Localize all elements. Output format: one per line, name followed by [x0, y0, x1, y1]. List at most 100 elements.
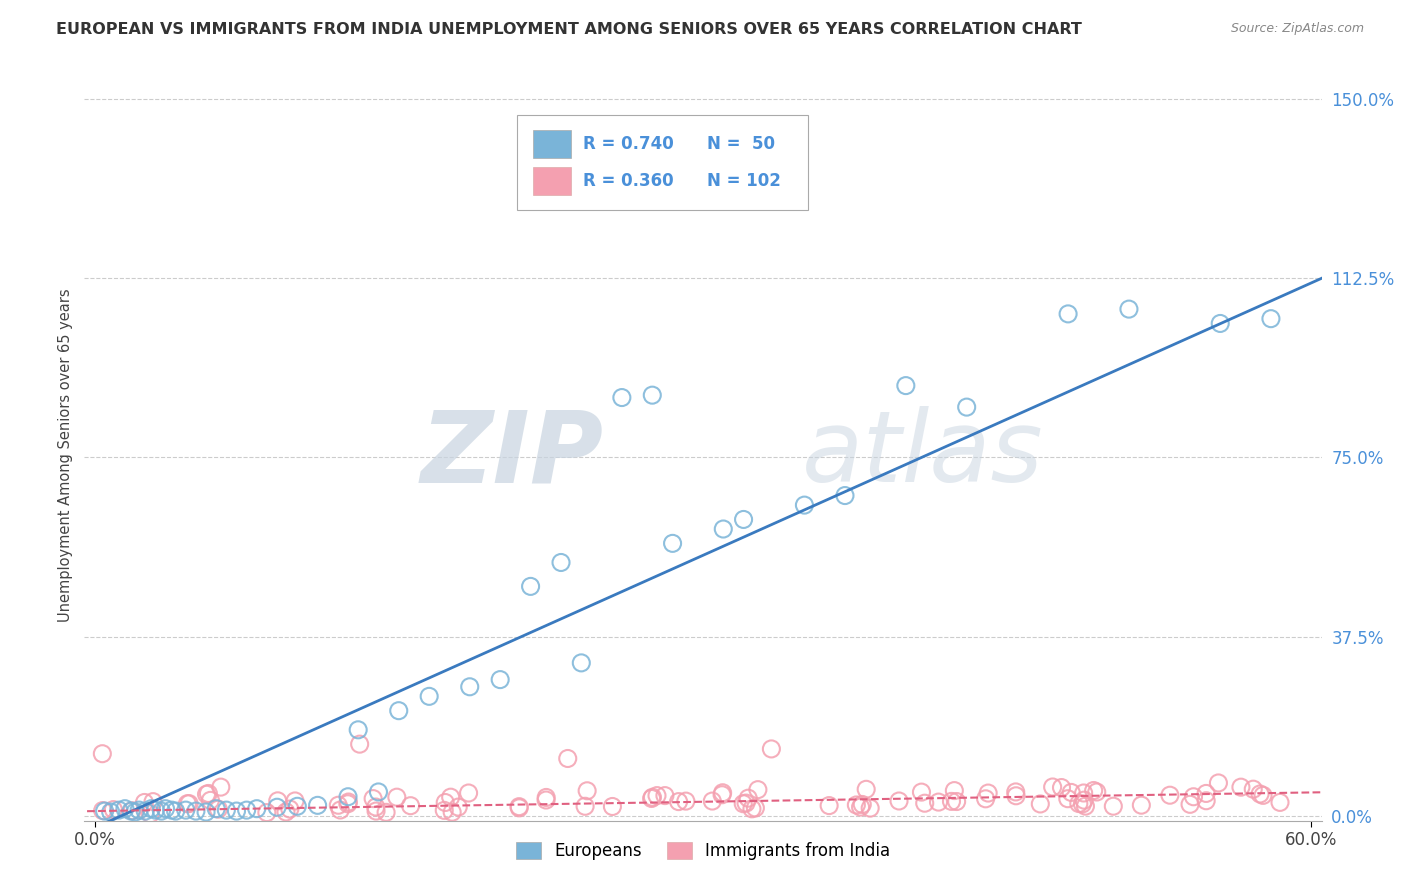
Point	[336, 797, 359, 811]
Text: Source: ZipAtlas.com: Source: ZipAtlas.com	[1230, 22, 1364, 36]
Point	[165, 804, 187, 818]
Point	[859, 801, 882, 815]
Point	[1241, 782, 1264, 797]
Text: N = 102: N = 102	[707, 171, 780, 190]
Point	[735, 796, 758, 810]
Text: ZIP: ZIP	[420, 407, 605, 503]
Point	[197, 787, 219, 801]
FancyBboxPatch shape	[533, 167, 571, 194]
Text: R = 0.360: R = 0.360	[583, 171, 673, 190]
Point	[508, 799, 530, 814]
Point	[114, 802, 136, 816]
Point	[155, 802, 177, 816]
Point	[367, 785, 389, 799]
Point	[1056, 791, 1078, 805]
Point	[139, 806, 162, 821]
Point	[557, 751, 579, 765]
Point	[956, 400, 979, 414]
Point	[943, 783, 966, 797]
Point	[100, 805, 122, 819]
Point	[235, 803, 257, 817]
Point	[1005, 789, 1028, 803]
Point	[550, 556, 572, 570]
Point	[914, 796, 936, 810]
Point	[855, 782, 877, 797]
Point	[120, 804, 142, 818]
Point	[207, 802, 229, 816]
Point	[641, 388, 664, 402]
Point	[1260, 311, 1282, 326]
Point	[1050, 780, 1073, 795]
Point	[1195, 794, 1218, 808]
Point	[602, 799, 624, 814]
Point	[375, 805, 398, 820]
Point	[887, 794, 910, 808]
Point	[1208, 776, 1230, 790]
Point	[349, 737, 371, 751]
Point	[329, 803, 352, 817]
Point	[337, 795, 360, 809]
Point	[508, 801, 530, 815]
Point	[177, 797, 200, 811]
Point	[93, 804, 115, 818]
Point	[91, 747, 114, 761]
Point	[761, 742, 783, 756]
Point	[1251, 789, 1274, 803]
Point	[1195, 786, 1218, 800]
Point	[205, 802, 228, 816]
Point	[134, 804, 156, 818]
Point	[1083, 783, 1105, 797]
Point	[640, 791, 662, 805]
Text: R = 0.740: R = 0.740	[583, 135, 673, 153]
Text: EUROPEAN VS IMMIGRANTS FROM INDIA UNEMPLOYMENT AMONG SENIORS OVER 65 YEARS CORRE: EUROPEAN VS IMMIGRANTS FROM INDIA UNEMPL…	[56, 22, 1083, 37]
Point	[434, 796, 457, 810]
Point	[569, 656, 592, 670]
Point	[845, 797, 868, 812]
Point	[641, 790, 664, 805]
Point	[440, 790, 463, 805]
Point	[574, 799, 596, 814]
Point	[1057, 307, 1080, 321]
Point	[1249, 787, 1271, 801]
Point	[215, 803, 238, 817]
Point	[1073, 793, 1095, 807]
Point	[1178, 797, 1201, 812]
Point	[702, 794, 724, 808]
Point	[1230, 780, 1253, 794]
Point	[654, 789, 676, 803]
Point	[894, 378, 917, 392]
Point	[103, 803, 125, 817]
Point	[534, 790, 557, 805]
Point	[1073, 786, 1095, 800]
Point	[337, 789, 360, 804]
Point	[184, 804, 207, 818]
Point	[1130, 798, 1153, 813]
Point	[534, 793, 557, 807]
Point	[1029, 797, 1052, 811]
Point	[747, 782, 769, 797]
FancyBboxPatch shape	[517, 115, 808, 210]
Point	[134, 796, 156, 810]
Point	[576, 784, 599, 798]
Point	[733, 512, 755, 526]
Point	[489, 673, 512, 687]
Point	[1071, 797, 1094, 811]
Point	[910, 785, 932, 799]
Point	[246, 802, 269, 816]
Point	[849, 800, 872, 814]
Point	[364, 800, 387, 814]
Text: N =  50: N = 50	[707, 135, 775, 153]
Point	[388, 704, 411, 718]
Point	[150, 804, 173, 818]
Point	[733, 797, 755, 811]
Point	[1159, 788, 1181, 802]
Point	[834, 489, 856, 503]
Point	[945, 795, 967, 809]
Point	[176, 797, 198, 811]
Point	[741, 802, 763, 816]
Point	[1268, 796, 1291, 810]
Point	[1074, 799, 1097, 814]
Point	[266, 800, 288, 814]
Point	[160, 803, 183, 817]
Point	[818, 798, 841, 813]
